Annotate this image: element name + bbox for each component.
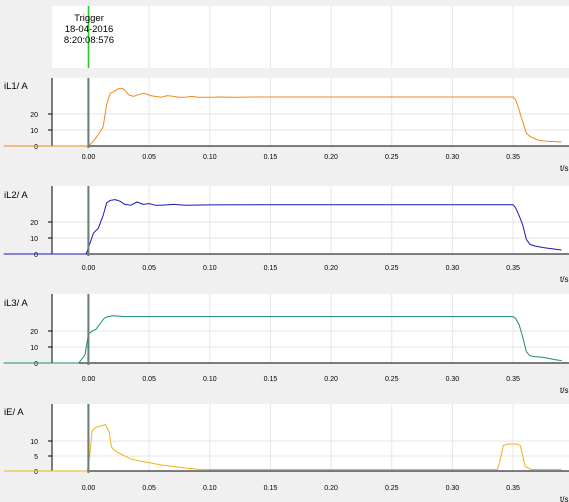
x-tick-label: 0.10 [203,485,217,492]
channel-panels: iL1/ A 0 10 20 0.00 0.05 0.10 0.15 0.20 0.25 0.30 0… [3,78,569,502]
y-axis-label: iL1/ A [4,81,28,92]
series-line [3,315,562,364]
y-tick-label: 20 [30,112,38,119]
channel-panel-3: iL3/ A 0 10 20 0.00 0.05 0.10 0.15 0.20 0.25 0.30 0… [3,294,569,395]
x-tick-label: 0.35 [506,485,520,492]
channel-panel-4: iE/ A 0 5 10 0.00 0.05 0.10 0.15 0.20 0.25 0.30 0.3… [3,404,569,502]
x-tick-label: 0.15 [264,485,278,492]
trigger-panel-background [52,6,569,68]
x-tick-label: 0.15 [264,265,278,272]
trigger-panel-grid [148,6,514,68]
trigger-date: 18-04-2016 [65,24,114,35]
trigger-label: Trigger [74,13,104,24]
y-tick-label: 5 [34,454,38,461]
x-tick-label: 0.35 [506,376,520,383]
x-tick-label: 0.25 [385,485,399,492]
series-line [3,199,562,255]
y-tick-label: 20 [30,220,38,227]
x-axis-unit-label: t/s [560,495,568,502]
channel-panel-2: iL2/ A 0 10 20 0.00 0.05 0.10 0.15 0.20 0.25 0.30 0… [3,186,569,284]
x-tick-label: 0.15 [264,376,278,383]
y-tick-label: 10 [30,128,38,135]
x-axis-unit-label: t/s [560,275,568,284]
x-tick-label: 0.25 [385,376,399,383]
plot-area [52,294,569,363]
y-tick-label: 20 [30,329,38,336]
x-tick-label: 0.05 [142,265,156,272]
x-tick-label: 0.05 [142,154,156,161]
y-axis-label: iL3/ A [4,298,28,309]
trigger-panel: Trigger 18-04-2016 8:20:08:576 [52,6,569,68]
x-tick-label: 0.25 [385,154,399,161]
x-tick-label: 0.20 [324,376,338,383]
y-tick-label: 0 [34,469,38,476]
x-tick-label: 0.20 [324,485,338,492]
channel-panel-1: iL1/ A 0 10 20 0.00 0.05 0.10 0.15 0.20 0.25 0.30 0… [3,78,569,173]
x-tick-label: 0.10 [203,265,217,272]
x-axis-unit-label: t/s [560,386,568,395]
x-tick-label: 0.35 [506,154,520,161]
y-tick-label: 10 [30,236,38,243]
x-tick-label: 0.10 [203,376,217,383]
x-tick-label: 0.00 [82,265,96,272]
y-tick-label: 0 [34,361,38,368]
x-tick-label: 0.20 [324,265,338,272]
y-axis-label: iE/ A [4,407,24,418]
x-tick-label: 0.00 [82,485,96,492]
x-tick-label: 0.15 [264,154,278,161]
x-tick-label: 0.30 [446,485,460,492]
x-tick-label: 0.25 [385,265,399,272]
x-tick-label: 0.30 [446,376,460,383]
series-line [3,424,562,472]
x-tick-label: 0.00 [82,376,96,383]
x-tick-label: 0.10 [203,154,217,161]
plot-area [52,186,569,254]
x-tick-label: 0.05 [142,376,156,383]
y-tick-label: 0 [34,252,38,259]
y-axis-label: iL2/ A [4,190,28,201]
x-axis-unit-label: t/s [560,164,568,173]
trigger-time: 8:20:08:576 [64,35,114,46]
x-tick-label: 0.30 [446,154,460,161]
x-tick-label: 0.35 [506,265,520,272]
series-line [3,87,562,147]
x-tick-label: 0.00 [82,154,96,161]
y-tick-label: 10 [30,345,38,352]
x-tick-label: 0.30 [446,265,460,272]
y-tick-label: 10 [30,439,38,446]
x-tick-label: 0.05 [142,485,156,492]
y-tick-label: 0 [34,144,38,151]
plot-area [52,78,569,146]
x-tick-label: 0.20 [324,154,338,161]
plot-area [52,404,569,471]
